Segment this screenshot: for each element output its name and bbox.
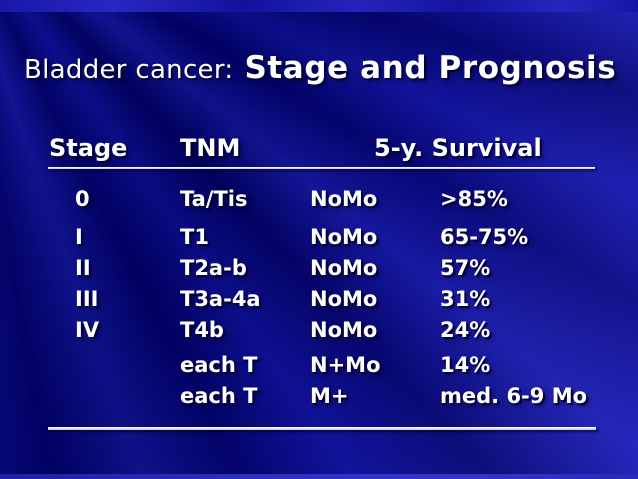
- cell-nodal-metastasis: NoMo: [310, 224, 378, 249]
- cell-nodal-metastasis: N+Mo: [310, 352, 381, 377]
- column-header-stage: Stage: [49, 134, 128, 162]
- table-rows: 0 Ta/Tis NoMo >85% I T1 NoMo 65-75% II T…: [45, 183, 625, 411]
- table-row: II T2a-b NoMo 57%: [45, 252, 625, 283]
- cell-survival: 31%: [440, 286, 491, 311]
- cell-nodal-metastasis: NoMo: [310, 286, 378, 311]
- cell-stage: III: [75, 286, 99, 311]
- table-row: III T3a-4a NoMo 31%: [45, 283, 625, 314]
- header-divider-line: [48, 167, 595, 169]
- cell-tnm: Ta/Tis: [180, 186, 248, 211]
- cell-stage: 0: [75, 186, 90, 211]
- cell-tnm: each T: [180, 383, 258, 408]
- cell-stage: IV: [75, 317, 100, 342]
- slide-title-main: Stage and Prognosis: [244, 50, 617, 86]
- bottom-edge-strip: [0, 474, 638, 479]
- cell-survival: 24%: [440, 317, 491, 342]
- cell-survival: 57%: [440, 255, 491, 280]
- cell-nodal-metastasis: NoMo: [310, 317, 378, 342]
- column-header-tnm: TNM: [180, 134, 241, 162]
- cell-tnm: T4b: [180, 317, 224, 342]
- cell-nodal-metastasis: NoMo: [310, 186, 378, 211]
- cell-survival: 14%: [440, 352, 491, 377]
- cell-stage: II: [75, 255, 91, 280]
- table-row: 0 Ta/Tis NoMo >85%: [45, 183, 625, 214]
- slide-title-prefix: Bladder cancer:: [24, 55, 234, 85]
- cell-nodal-metastasis: M+: [310, 383, 349, 408]
- slide-title: Bladder cancer: Stage and Prognosis: [24, 50, 616, 86]
- cell-nodal-metastasis: NoMo: [310, 255, 378, 280]
- column-header-survival: 5-y. Survival: [374, 134, 542, 162]
- cell-survival: >85%: [440, 186, 508, 211]
- top-edge-strip: [0, 0, 638, 12]
- table-row: IV T4b NoMo 24%: [45, 314, 625, 345]
- cell-survival: 65-75%: [440, 224, 529, 249]
- cell-tnm: T3a-4a: [180, 286, 261, 311]
- cell-tnm: T1: [180, 224, 209, 249]
- table-row: each T M+ med. 6-9 Mo: [45, 380, 625, 411]
- cell-survival: med. 6-9 Mo: [440, 383, 588, 408]
- table-row: each T N+Mo 14%: [45, 349, 625, 380]
- bottom-divider-line: [48, 427, 596, 430]
- cell-tnm: each T: [180, 352, 258, 377]
- cell-tnm: T2a-b: [180, 255, 247, 280]
- table-row: I T1 NoMo 65-75%: [45, 221, 625, 252]
- table-header-row: Stage TNM 5-y. Survival: [45, 134, 605, 164]
- cell-stage: I: [75, 224, 83, 249]
